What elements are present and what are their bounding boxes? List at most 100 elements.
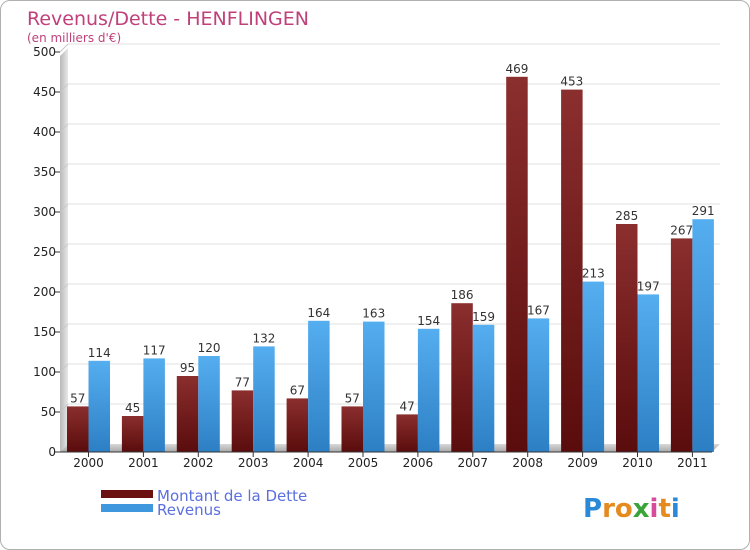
data-label: 159: [472, 310, 495, 324]
data-label: 197: [637, 279, 660, 293]
y-tick-label: 350: [33, 165, 56, 179]
logo-letter: i: [671, 494, 680, 524]
data-label: 95: [180, 361, 195, 375]
logo-letter: r: [602, 494, 615, 524]
data-label: 114: [88, 346, 111, 360]
grid-line-diag: [59, 363, 69, 373]
x-tick-label: 2008: [512, 456, 543, 470]
data-label: 77: [235, 375, 250, 389]
bar-debt: [286, 398, 309, 452]
y-tick-label: 500: [33, 45, 56, 59]
data-label: 453: [560, 75, 583, 89]
bar-debt: [451, 303, 473, 452]
x-tick-label: 2003: [238, 456, 269, 470]
legend: Montant de la Dette Revenus: [101, 487, 307, 519]
data-label: 469: [505, 62, 528, 76]
bar-revenue: [417, 328, 440, 452]
legend-label-debt: Montant de la Dette: [157, 487, 307, 505]
grid-lines: [59, 43, 720, 413]
bar-debt: [670, 238, 693, 452]
bar-debt: [506, 76, 528, 453]
x-tick-label: 2002: [183, 456, 214, 470]
legend-swatch-revenue: [101, 504, 153, 512]
x-tick-label: 2010: [622, 456, 653, 470]
data-label: 154: [417, 314, 440, 328]
x-tick-label: 2011: [677, 456, 708, 470]
bar-revenue: [637, 294, 659, 452]
y-tick-label: 250: [33, 245, 56, 259]
data-label: 167: [527, 303, 550, 317]
bar-revenue: [88, 360, 110, 452]
y-axis-ticks: 0 50 100 150 200 250 300 350 400 450 500: [33, 45, 60, 459]
bar-debt: [341, 406, 363, 452]
y-tick-label: 50: [41, 405, 56, 419]
logo-letter: x: [633, 494, 650, 524]
data-label: 164: [307, 306, 330, 320]
data-label: 213: [582, 267, 605, 281]
logo-letter: i: [650, 494, 659, 524]
data-label: 57: [70, 391, 85, 405]
y-tick-label: 400: [33, 125, 56, 139]
logo-letter: P: [583, 494, 602, 524]
grid-line-diag: [59, 123, 69, 133]
chart-subtitle: (en milliers d'€): [27, 31, 121, 45]
bar-revenue: [472, 324, 495, 452]
bar-revenue: [143, 358, 165, 452]
logo-letter: o: [615, 494, 633, 524]
data-label: 47: [400, 399, 415, 413]
y-tick-label: 0: [48, 445, 56, 459]
bar-revenue: [692, 219, 714, 452]
bar-debt: [121, 416, 144, 452]
y-tick-label: 100: [33, 365, 56, 379]
data-label: 285: [615, 209, 638, 223]
data-label: 120: [198, 341, 221, 355]
bar-debt: [67, 406, 89, 452]
bar-revenue: [253, 346, 275, 452]
data-label: 132: [252, 331, 275, 345]
y-tick-label: 200: [33, 285, 56, 299]
bar-debt: [616, 224, 638, 452]
bars: [67, 76, 714, 453]
x-tick-label: 2005: [348, 456, 379, 470]
plot-area: [68, 48, 720, 444]
bar-debt: [396, 414, 418, 452]
bar-revenue: [582, 281, 605, 452]
grid-line-diag: [59, 43, 69, 53]
data-label: 186: [451, 288, 474, 302]
grid-line-diag: [59, 163, 69, 173]
grid-line-diag: [59, 283, 69, 293]
data-label: 291: [692, 204, 715, 218]
bar-revenue: [363, 321, 385, 452]
grid-line-diag: [59, 203, 69, 213]
y-tick-label: 450: [33, 85, 56, 99]
grid-line-diag: [59, 403, 69, 413]
bar-debt: [176, 376, 199, 452]
data-label: 67: [290, 383, 305, 397]
logo-letter: t: [658, 494, 670, 524]
x-tick-label: 2009: [567, 456, 598, 470]
chart-floor: [60, 444, 720, 452]
x-tick-label: 2004: [293, 456, 324, 470]
y-tick-label: 150: [33, 325, 56, 339]
bar-revenue: [308, 320, 330, 452]
bar-revenue: [198, 356, 220, 452]
bar-debt: [231, 390, 254, 452]
y-tick-label: 300: [33, 205, 56, 219]
legend-label-revenue: Revenus: [157, 501, 221, 519]
x-tick-label: 2007: [458, 456, 489, 470]
x-axis-ticks: 2000 2001 2002 2003 2004 2005 2006 2007 2008 2009…: [73, 452, 708, 470]
bar-debt: [561, 89, 583, 452]
data-label: 117: [143, 343, 166, 357]
x-tick-label: 2001: [128, 456, 159, 470]
data-label: 45: [125, 401, 140, 415]
proxiti-logo: Proxiti: [583, 494, 680, 524]
data-label: 57: [345, 391, 360, 405]
chart-side-wall: [60, 48, 68, 452]
grid-line-diag: [59, 323, 69, 333]
bar-revenue: [527, 318, 550, 452]
chart-title: Revenus/Dette - HENFLINGEN: [27, 8, 309, 30]
x-tick-label: 2000: [73, 456, 104, 470]
